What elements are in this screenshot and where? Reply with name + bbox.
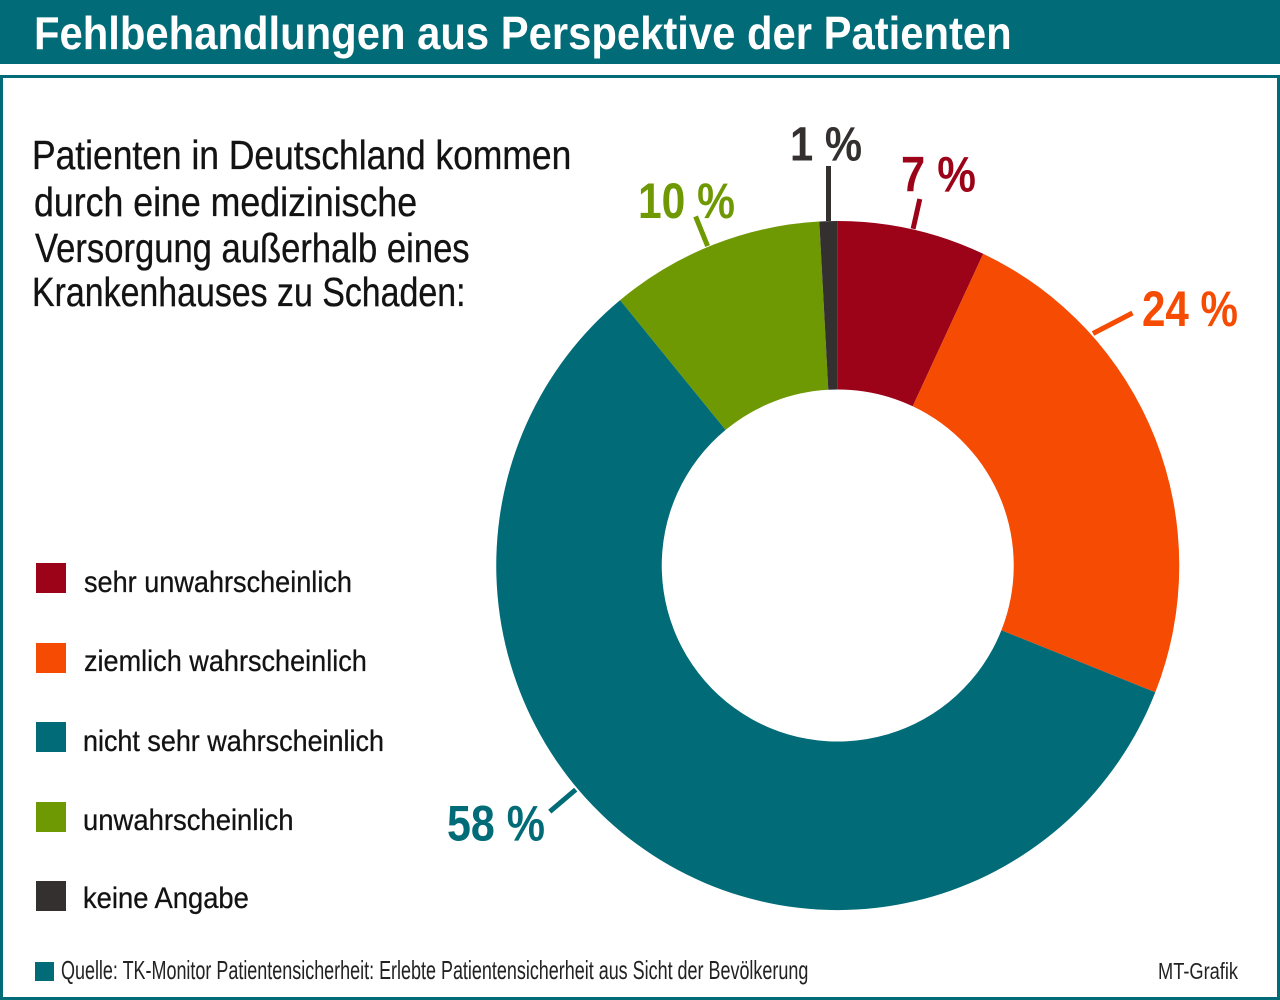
svg-text:10 %: 10 % xyxy=(638,173,735,229)
svg-text:1 %: 1 % xyxy=(790,118,862,171)
svg-text:58 %: 58 % xyxy=(447,795,545,851)
svg-text:24 %: 24 % xyxy=(1142,281,1238,337)
svg-text:7 %: 7 % xyxy=(901,147,976,203)
